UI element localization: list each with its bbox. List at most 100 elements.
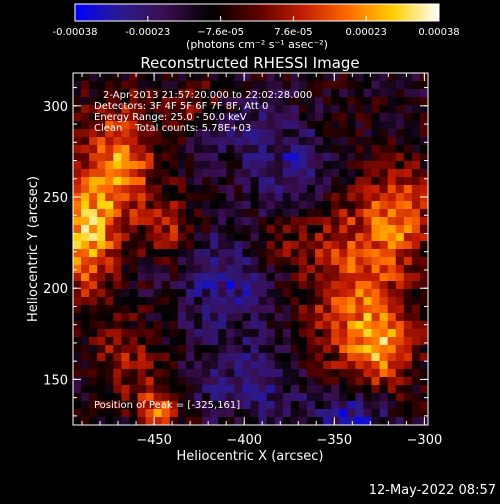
heatmap-cell [194, 81, 203, 90]
heatmap-cell [315, 217, 324, 226]
heatmap-cell [202, 233, 211, 242]
heatmap-cell [339, 121, 348, 130]
heatmap-cell [298, 129, 308, 138]
heatmap-cell [218, 209, 227, 218]
heatmap-cell [129, 177, 139, 186]
heatmap-cell [306, 177, 316, 186]
heatmap-cell [153, 145, 163, 154]
heatmap-cell [411, 193, 421, 202]
heatmap-cell [387, 385, 397, 394]
heatmap-cell [169, 225, 179, 234]
heatmap-cell [97, 145, 106, 154]
heatmap-cell [113, 209, 123, 218]
heatmap-cell [153, 297, 163, 306]
heatmap-cell [290, 177, 300, 186]
heatmap-cell [121, 241, 131, 250]
heatmap-cell [145, 409, 155, 418]
heatmap-cell [234, 337, 244, 346]
heatmap-cell [177, 249, 187, 258]
heatmap-cell [81, 409, 90, 418]
heatmap-cell [355, 225, 365, 234]
heatmap-cell [371, 169, 381, 178]
heatmap-cell [290, 385, 300, 394]
heatmap-cell [226, 361, 235, 370]
heatmap-cell [210, 145, 219, 154]
heatmap-cell [145, 249, 155, 258]
heatmap-cell [210, 153, 219, 162]
heatmap-cell [202, 169, 211, 178]
heatmap-cell [194, 345, 203, 354]
heatmap-cell [145, 313, 155, 322]
heatmap-cell [298, 201, 308, 210]
heatmap-cell [395, 153, 405, 162]
heatmap-cell [97, 289, 106, 298]
heatmap-cell [242, 185, 252, 194]
heatmap-cell [137, 393, 147, 402]
heatmap-cell [290, 401, 300, 410]
heatmap-cell [347, 273, 356, 282]
heatmap-cell [137, 361, 147, 370]
heatmap-cell [258, 185, 268, 194]
heatmap-cell [97, 321, 106, 330]
heatmap-cell [395, 97, 405, 106]
heatmap-cell [137, 225, 147, 234]
heatmap-cell [73, 273, 82, 282]
heatmap-cell [81, 225, 90, 234]
heatmap-cell [89, 337, 98, 346]
heatmap-cell [306, 265, 316, 274]
heatmap-cell [113, 289, 123, 298]
heatmap-cell [250, 121, 260, 130]
heatmap-cell [387, 121, 397, 130]
heatmap-cell [258, 241, 268, 250]
heatmap-cell [379, 105, 389, 114]
heatmap-cell [137, 353, 147, 362]
heatmap-cell [161, 377, 171, 386]
heatmap-cell [161, 137, 171, 146]
heatmap-cell [250, 313, 260, 322]
heatmap-cell [411, 353, 421, 362]
heatmap-cell [210, 97, 219, 106]
heatmap-cell [274, 345, 284, 354]
heatmap-cell [355, 121, 365, 130]
heatmap-cell [73, 321, 82, 330]
heatmap-cell [371, 177, 381, 186]
heatmap-cell [250, 321, 260, 330]
heatmap-cell [419, 385, 428, 394]
heatmap-cell [306, 89, 316, 98]
heatmap-cell [194, 361, 203, 370]
heatmap-cell [411, 185, 421, 194]
heatmap-cell [339, 145, 348, 154]
heatmap-cell [371, 89, 381, 98]
heatmap-cell [315, 97, 324, 106]
heatmap-cell [266, 193, 276, 202]
heatmap-cell [355, 193, 365, 202]
heatmap-cell [185, 377, 195, 386]
heatmap-cell [218, 225, 227, 234]
heatmap-cell [113, 105, 123, 114]
heatmap-cell [234, 297, 244, 306]
heatmap-cell [234, 353, 244, 362]
heatmap-cell [306, 385, 316, 394]
heatmap-cell [395, 249, 405, 258]
heatmap-cell [185, 345, 195, 354]
heatmap-cell [202, 249, 211, 258]
heatmap-cell [331, 193, 340, 202]
heatmap-cell [169, 249, 179, 258]
heatmap-cell [403, 89, 413, 98]
heatmap-cell [347, 161, 356, 170]
heatmap-cell [419, 369, 428, 378]
heatmap-cell [137, 321, 147, 330]
heatmap-cell [363, 249, 373, 258]
heatmap-cell [161, 361, 171, 370]
heatmap-cell [81, 113, 90, 122]
heatmap-cell [250, 401, 260, 410]
heatmap-cell [218, 73, 227, 82]
heatmap-cell [282, 265, 292, 274]
heatmap-cell [97, 137, 106, 146]
heatmap-cell [169, 377, 179, 386]
heatmap-cell [403, 305, 413, 314]
heatmap-cell [137, 161, 147, 170]
heatmap-cell [250, 225, 260, 234]
heatmap-cell [250, 385, 260, 394]
heatmap-cell [234, 73, 244, 82]
